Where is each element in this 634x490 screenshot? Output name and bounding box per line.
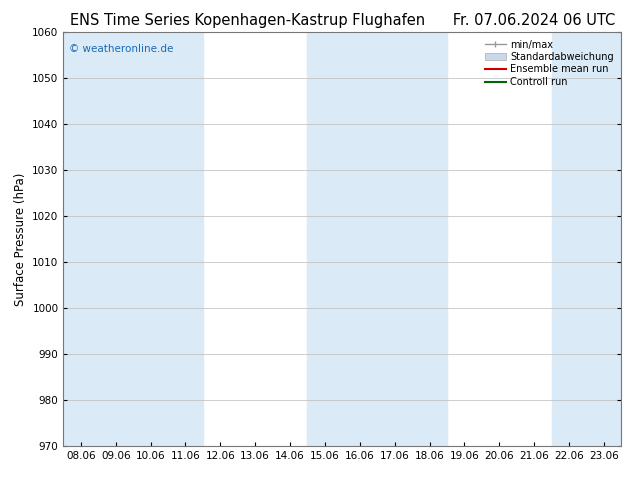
Y-axis label: Surface Pressure (hPa): Surface Pressure (hPa) — [14, 172, 27, 306]
Bar — [307, 32, 377, 446]
Title: ENS Time Series Kopenhagen-Kastrup Flughafen      Fr. 07.06.2024 06 UTC: ENS Time Series Kopenhagen-Kastrup Flugh… — [70, 13, 615, 28]
Bar — [133, 32, 203, 446]
Legend: min/max, Standardabweichung, Ensemble mean run, Controll run: min/max, Standardabweichung, Ensemble me… — [482, 37, 616, 90]
Bar — [63, 32, 133, 446]
Bar — [552, 32, 621, 446]
Bar — [377, 32, 447, 446]
Text: © weatheronline.de: © weatheronline.de — [69, 44, 173, 54]
